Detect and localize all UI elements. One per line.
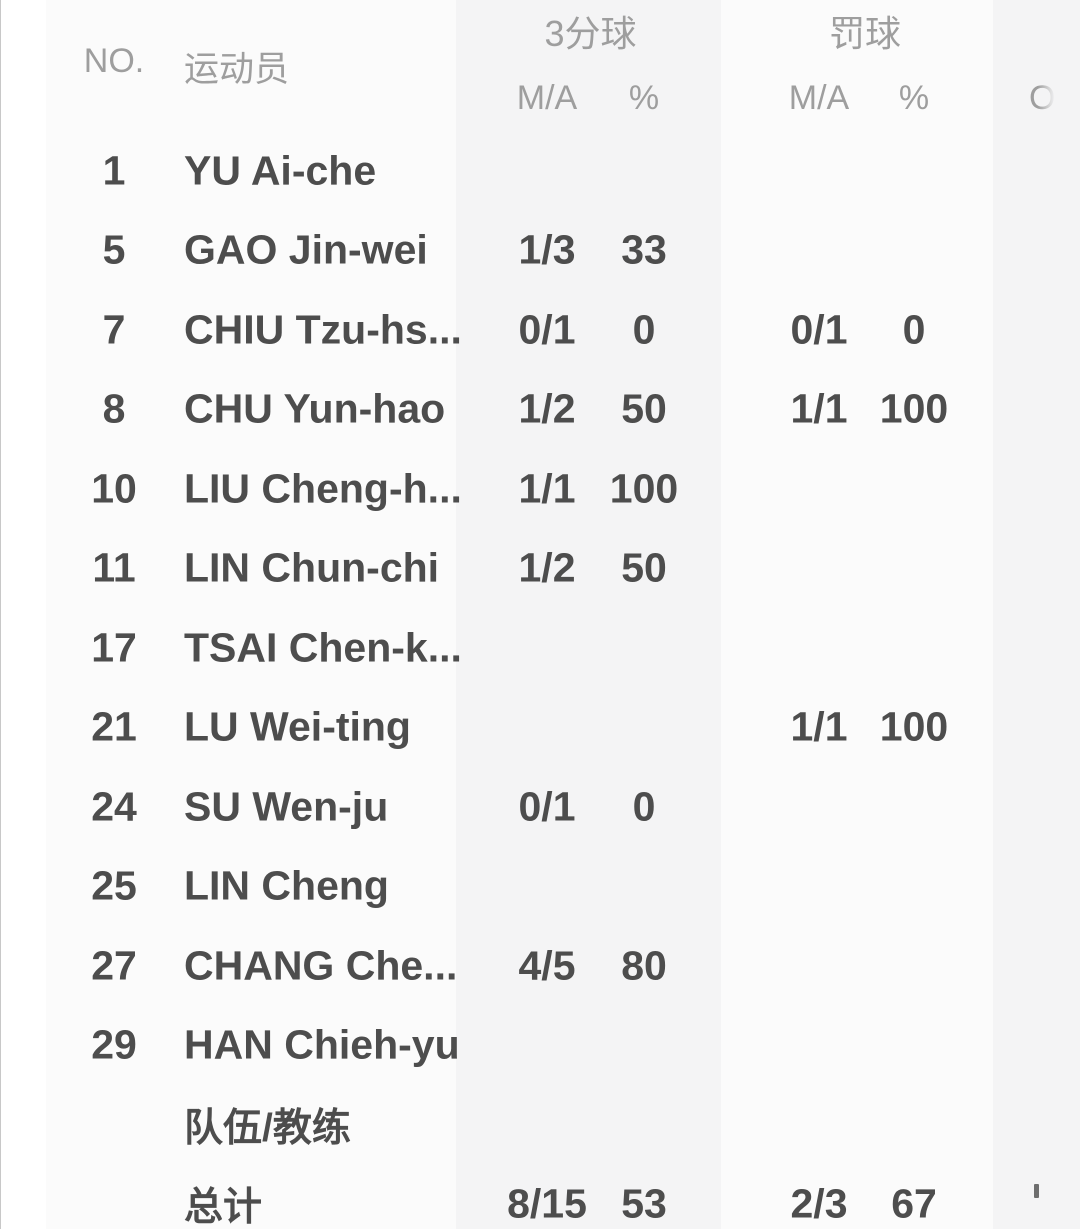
cell-name: YU Ai-che (184, 147, 377, 194)
cell-name: 队伍/教练 (184, 1106, 351, 1150)
header-no: NO. (83, 42, 145, 80)
cell-ft_ma: 0/1 (790, 306, 848, 353)
player-row[interactable]: 11 LIN Chun-chi 1/2 50 (46, 529, 1080, 609)
cell-tp_ma: 0/1 (518, 306, 576, 353)
header-3pt-ma: M/A (516, 79, 578, 117)
cell-ft_ma: 1/1 (790, 385, 848, 432)
player-row[interactable]: 24 SU Wen-ju 0/1 0 (46, 767, 1080, 847)
player-row[interactable]: 17 TSAI Chen-k... (46, 608, 1080, 688)
cell-ft_pct: 67 (891, 1180, 937, 1227)
cell-tp_pct: 0 (632, 783, 656, 830)
cell-no: 27 (91, 942, 137, 989)
table-body: 1 YU Ai-che 5 GAO Jin-wei 1/3 33 7 CHIU Tzu-hs.… (46, 131, 1080, 1229)
header-group-ft: 罚球 (828, 13, 901, 54)
header-next-col-clipped: O (1029, 79, 1056, 117)
totals-row: 总计 8/15 53 2/3 67 (46, 1165, 1080, 1229)
three-point-column-stripe (456, 0, 721, 1229)
cell-no: 25 (91, 862, 137, 909)
cell-tp_ma: 8/15 (507, 1180, 587, 1227)
cell-ft_ma: 1/1 (790, 703, 848, 750)
cell-name: GAO Jin-wei (184, 226, 428, 273)
player-row[interactable]: 1 YU Ai-che (46, 131, 1080, 211)
player-row[interactable]: 27 CHANG Che... 4/5 80 (46, 926, 1080, 1006)
cell-tp_pct: 0 (632, 306, 656, 353)
cell-no: 7 (102, 306, 126, 353)
header-player: 运动员 (184, 50, 290, 89)
team-coach-row: 队伍/教练 (46, 1085, 1080, 1165)
cell-ft_pct: 0 (902, 306, 926, 353)
header-ft-ma: M/A (788, 79, 850, 117)
cell-no: 21 (91, 703, 137, 750)
cell-name: LIU Cheng-h... (184, 465, 462, 512)
clipped-next-column-value (1034, 1183, 1039, 1198)
cell-tp_ma: 4/5 (518, 942, 576, 989)
next-column-stripe (993, 0, 1080, 1229)
cell-tp_pct: 80 (621, 942, 667, 989)
cell-no: 24 (91, 783, 137, 830)
player-row[interactable]: 10 LIU Cheng-h... 1/1 100 (46, 449, 1080, 529)
cell-name: LIN Cheng (184, 862, 389, 909)
player-row[interactable]: 8 CHU Yun-hao 1/2 50 1/1 100 (46, 370, 1080, 450)
cell-name: LIN Chun-chi (184, 544, 440, 591)
header-3pt-pct: % (628, 79, 660, 117)
player-row[interactable]: 29 HAN Chieh-yu (46, 1006, 1080, 1086)
cell-tp_pct: 50 (621, 544, 667, 591)
header-group-3pt: 3分球 (544, 13, 637, 54)
table-header: NO. 运动员 3分球 罚球 M/A % M/A % O (46, 0, 1080, 131)
player-row[interactable]: 25 LIN Cheng (46, 847, 1080, 927)
cell-ft_ma: 2/3 (790, 1180, 848, 1227)
cell-no: 29 (91, 1021, 137, 1068)
cell-tp_ma: 0/1 (518, 783, 576, 830)
cell-tp_pct: 53 (621, 1180, 667, 1227)
cell-name: LU Wei-ting (184, 703, 411, 750)
cell-no: 5 (102, 226, 126, 273)
cell-tp_ma: 1/3 (518, 226, 576, 273)
player-row[interactable]: 21 LU Wei-ting 1/1 100 (46, 688, 1080, 768)
cell-name: SU Wen-ju (184, 783, 389, 830)
player-row[interactable]: 5 GAO Jin-wei 1/3 33 (46, 211, 1080, 291)
cell-tp_ma: 1/1 (518, 465, 576, 512)
box-score-table: NO. 运动员 3分球 罚球 M/A % M/A % O 1 YU Ai-che 5… (46, 0, 1080, 1229)
player-row[interactable]: 7 CHIU Tzu-hs... 0/1 0 0/1 0 (46, 290, 1080, 370)
cell-name: HAN Chieh-yu (184, 1021, 460, 1068)
cell-name: TSAI Chen-k... (184, 624, 462, 671)
cell-no: 8 (102, 385, 126, 432)
cell-tp_pct: 33 (621, 226, 667, 273)
cell-name: CHU Yun-hao (184, 385, 446, 432)
cell-name: CHIU Tzu-hs... (184, 306, 462, 353)
cell-no: 11 (92, 544, 136, 591)
cell-tp_ma: 1/2 (518, 385, 576, 432)
cell-name: CHANG Che... (184, 942, 458, 989)
cell-ft_pct: 100 (879, 703, 949, 750)
cell-ft_pct: 100 (879, 385, 949, 432)
cell-tp_ma: 1/2 (518, 544, 576, 591)
cell-name: 总计 (184, 1186, 263, 1229)
header-ft-pct: % (898, 79, 930, 117)
cell-tp_pct: 50 (621, 385, 667, 432)
cell-no: 1 (102, 147, 126, 194)
cell-no: 10 (91, 465, 137, 512)
cell-tp_pct: 100 (609, 465, 679, 512)
cell-no: 17 (91, 624, 137, 671)
